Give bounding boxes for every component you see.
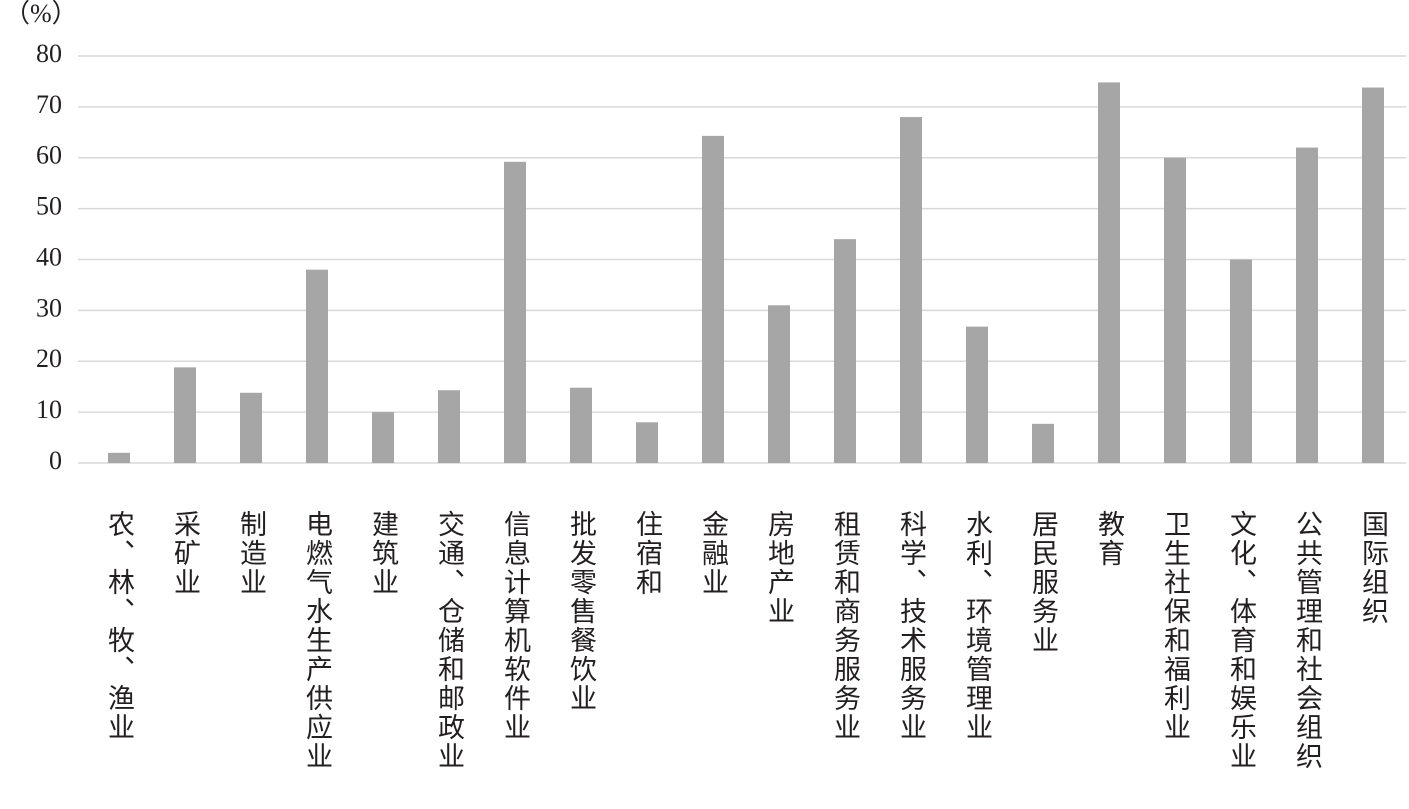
- x-tick-label: 水利、环境管理业: [962, 510, 993, 742]
- bar: [966, 326, 988, 463]
- x-tick-label: 电燃气水生产供应业: [302, 510, 333, 771]
- y-tick-label: 0: [49, 446, 62, 475]
- x-tick-label: 交通、仓储和邮政业: [434, 510, 465, 771]
- bar: [108, 452, 130, 463]
- bar: [372, 412, 394, 463]
- bar: [1230, 259, 1252, 463]
- bar: [1362, 87, 1384, 463]
- x-tick-label: 卫生社保和福利业: [1160, 510, 1191, 742]
- x-tick-label: 公共管理和社会组织: [1292, 510, 1323, 771]
- y-tick-label: 40: [36, 242, 62, 271]
- x-tick-label: 科学、技术服务业: [896, 510, 927, 742]
- bar: [1296, 147, 1318, 463]
- bar: [438, 390, 460, 463]
- x-tick-label: 国际组织: [1358, 510, 1389, 626]
- x-tick-label: 建筑业: [368, 510, 399, 597]
- y-tick-label: 70: [36, 90, 62, 119]
- y-tick-label: 10: [36, 395, 62, 424]
- bar: [504, 161, 526, 463]
- bar: [306, 269, 328, 463]
- x-tick-label: 农、林、牧、渔业: [104, 510, 135, 742]
- x-tick-label: 住宿和: [632, 510, 663, 597]
- x-tick-label: 居民服务业: [1028, 510, 1059, 655]
- bar: [570, 387, 592, 463]
- x-tick-label: 信息计算机软件业: [500, 510, 531, 742]
- bar: [1164, 157, 1186, 463]
- bar: [174, 367, 196, 463]
- x-tick-label: 制造业: [236, 510, 266, 597]
- y-axis-label: （%）: [4, 0, 78, 28]
- y-tick-label: 20: [36, 344, 62, 373]
- bar: [702, 135, 724, 463]
- bar: [240, 392, 262, 463]
- x-tick-label: 房地产业: [764, 510, 795, 626]
- x-tick-label: 文化、体育和娱乐业: [1226, 510, 1257, 771]
- y-tick-label: 60: [36, 141, 62, 170]
- bar: [900, 117, 922, 464]
- bar: [1098, 82, 1120, 463]
- x-tick-label: 租赁和商务服务业: [830, 510, 861, 742]
- y-tick-label: 80: [36, 39, 62, 68]
- x-tick-label: 金融业: [698, 510, 729, 597]
- x-tick-label: 采矿业: [170, 510, 201, 597]
- bar: [636, 422, 658, 463]
- y-tick-label: 50: [36, 192, 62, 221]
- x-tick-label: 教育: [1094, 510, 1125, 568]
- y-tick-label: 30: [36, 293, 62, 322]
- bar: [834, 239, 856, 463]
- x-tick-label: 批发零售餐饮业: [566, 510, 597, 713]
- bar: [1032, 423, 1054, 463]
- bar: [768, 305, 790, 463]
